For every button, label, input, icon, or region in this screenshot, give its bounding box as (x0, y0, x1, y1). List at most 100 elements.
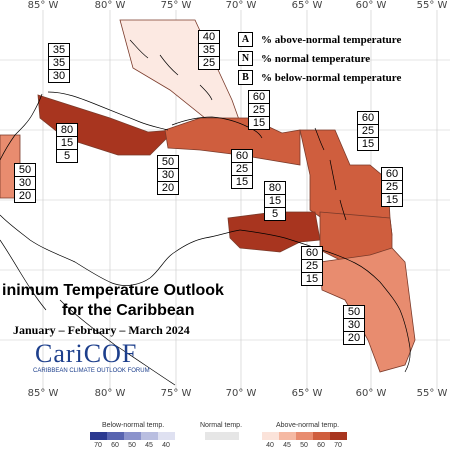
colorbar-tick: 60 (317, 442, 325, 449)
prob-below: 20 (158, 181, 178, 194)
legend-key: B (238, 70, 253, 85)
lon-label-top: 70° W (225, 0, 257, 11)
prob-box-bahamas: 40 35 25 (198, 30, 220, 70)
prob-above: 80 (268, 182, 282, 194)
probability-legend: A % above-normal temperature N % normal … (238, 30, 401, 87)
prob-above: 40 (202, 31, 216, 43)
prob-box-cuba-west: 35 35 30 (48, 43, 70, 83)
prob-normal: 25 (382, 180, 402, 193)
colorbar-swatch-above-45 (279, 432, 296, 440)
prob-below: 20 (15, 189, 35, 202)
colorbar-swatch-above-50 (296, 432, 313, 440)
prob-box-trinidad: 60 25 15 (301, 246, 323, 286)
prob-above: 60 (305, 247, 319, 259)
colorbar-swatch-below-60 (107, 432, 124, 440)
prob-above: 60 (385, 168, 399, 180)
colorbar-below-label: Below-normal temp. (102, 422, 165, 429)
colorbar-tick: 60 (111, 442, 119, 449)
prob-below: 15 (232, 175, 252, 188)
colorbar-normal-label: Normal temp. (200, 422, 243, 429)
prob-box-lesser-antilles-east: 60 25 15 (381, 167, 403, 207)
prob-box-caribbean-sea-central: 50 30 20 (157, 155, 179, 195)
legend-row-below: B % below-normal temperature (238, 68, 401, 87)
prob-above: 60 (235, 150, 249, 162)
legend-text: % normal temperature (261, 52, 371, 65)
lon-label-bottom: 65° W (291, 388, 323, 399)
prob-box-guianas: 50 30 20 (343, 305, 365, 345)
colorbar-tick: 40 (266, 442, 274, 449)
colorbar-swatch-normal (205, 432, 239, 440)
prob-box-lesser-antilles-north: 60 25 15 (357, 111, 379, 151)
colorbar-tick: 70 (334, 442, 342, 449)
legend-text: % below-normal temperature (261, 71, 402, 84)
prob-normal: 30 (158, 168, 178, 181)
colorbar-above-label: Above-normal temp. (276, 422, 340, 429)
lon-label-top: 55° W (416, 0, 448, 11)
caricof-logo: CariCOF (35, 339, 138, 368)
prob-normal: 15 (57, 136, 77, 149)
zone-bahamas (119, 19, 243, 129)
lon-label-bottom: 75° W (160, 388, 192, 399)
colorbar-swatch-above-40 (262, 432, 279, 440)
legend-row-above: A % above-normal temperature (238, 30, 401, 49)
prob-below: 15 (382, 193, 402, 206)
lon-label-top: 80° W (94, 0, 126, 11)
prob-below: 15 (249, 116, 269, 129)
colorbar-tick: 50 (128, 442, 136, 449)
prob-normal: 30 (344, 318, 364, 331)
prob-below: 15 (358, 137, 378, 150)
prob-above: 50 (161, 156, 175, 168)
prob-below: 5 (265, 207, 285, 220)
colorbar-swatch-below-70 (90, 432, 107, 440)
prob-above: 80 (60, 124, 74, 136)
lon-label-top: 65° W (291, 0, 323, 11)
colorbar-swatch-above-70 (330, 432, 347, 440)
prob-box-abc-islands: 80 15 5 (264, 181, 286, 221)
prob-box-belize: 50 30 20 (14, 163, 36, 203)
colorbar-swatch-below-40 (158, 432, 175, 440)
legend-row-normal: N % normal temperature (238, 49, 401, 68)
colorbar-tick: 70 (94, 442, 102, 449)
lon-label-top: 60° W (355, 0, 387, 11)
zone-guianas (319, 247, 416, 373)
lon-label-bottom: 55° W (416, 388, 448, 399)
colorbar-swatch-below-50 (124, 432, 141, 440)
prob-above: 60 (252, 91, 266, 103)
prob-normal: 25 (249, 103, 269, 116)
colorbar-swatch-above-60 (313, 432, 330, 440)
lon-label-bottom: 70° W (225, 388, 257, 399)
prob-above: 35 (52, 44, 66, 56)
lon-label-top: 75° W (160, 0, 192, 11)
prob-normal: 25 (358, 124, 378, 137)
prob-above: 50 (18, 164, 32, 176)
colorbar-tick: 50 (300, 442, 308, 449)
lon-label-bottom: 80° W (94, 388, 126, 399)
prob-normal: 30 (15, 176, 35, 189)
lon-label-bottom: 85° W (27, 388, 59, 399)
legend-key: A (238, 32, 253, 47)
caricof-logo-tagline: CARIBBEAN CLIMATE OUTLOOK FORUM (33, 368, 150, 374)
map-title-line2: for the Caribbean (62, 302, 195, 319)
prob-box-hispaniola-north: 60 25 15 (248, 90, 270, 130)
prob-normal: 35 (199, 43, 219, 56)
prob-below: 20 (344, 331, 364, 344)
prob-box-hispaniola: 60 25 15 (231, 149, 253, 189)
colorbar-swatch-below-45 (141, 432, 158, 440)
map-title: inimum Temperature Outlook (2, 282, 224, 299)
map-subtitle: January – February – March 2024 (13, 323, 190, 337)
legend-text: % above-normal temperature (261, 33, 402, 46)
lon-label-bottom: 60° W (355, 388, 387, 399)
prob-normal: 35 (49, 56, 69, 69)
prob-normal: 25 (302, 259, 322, 272)
prob-box-cuba-jamaica: 80 15 5 (56, 123, 78, 163)
prob-normal: 25 (232, 162, 252, 175)
prob-below: 25 (199, 56, 219, 69)
lon-label-top: 85° W (27, 0, 59, 11)
coastlines (0, 39, 411, 386)
colorbar-tick: 45 (145, 442, 153, 449)
forecast-zones (0, 19, 416, 373)
prob-below: 15 (302, 272, 322, 285)
prob-normal: 15 (265, 194, 285, 207)
legend-key: N (238, 51, 253, 66)
